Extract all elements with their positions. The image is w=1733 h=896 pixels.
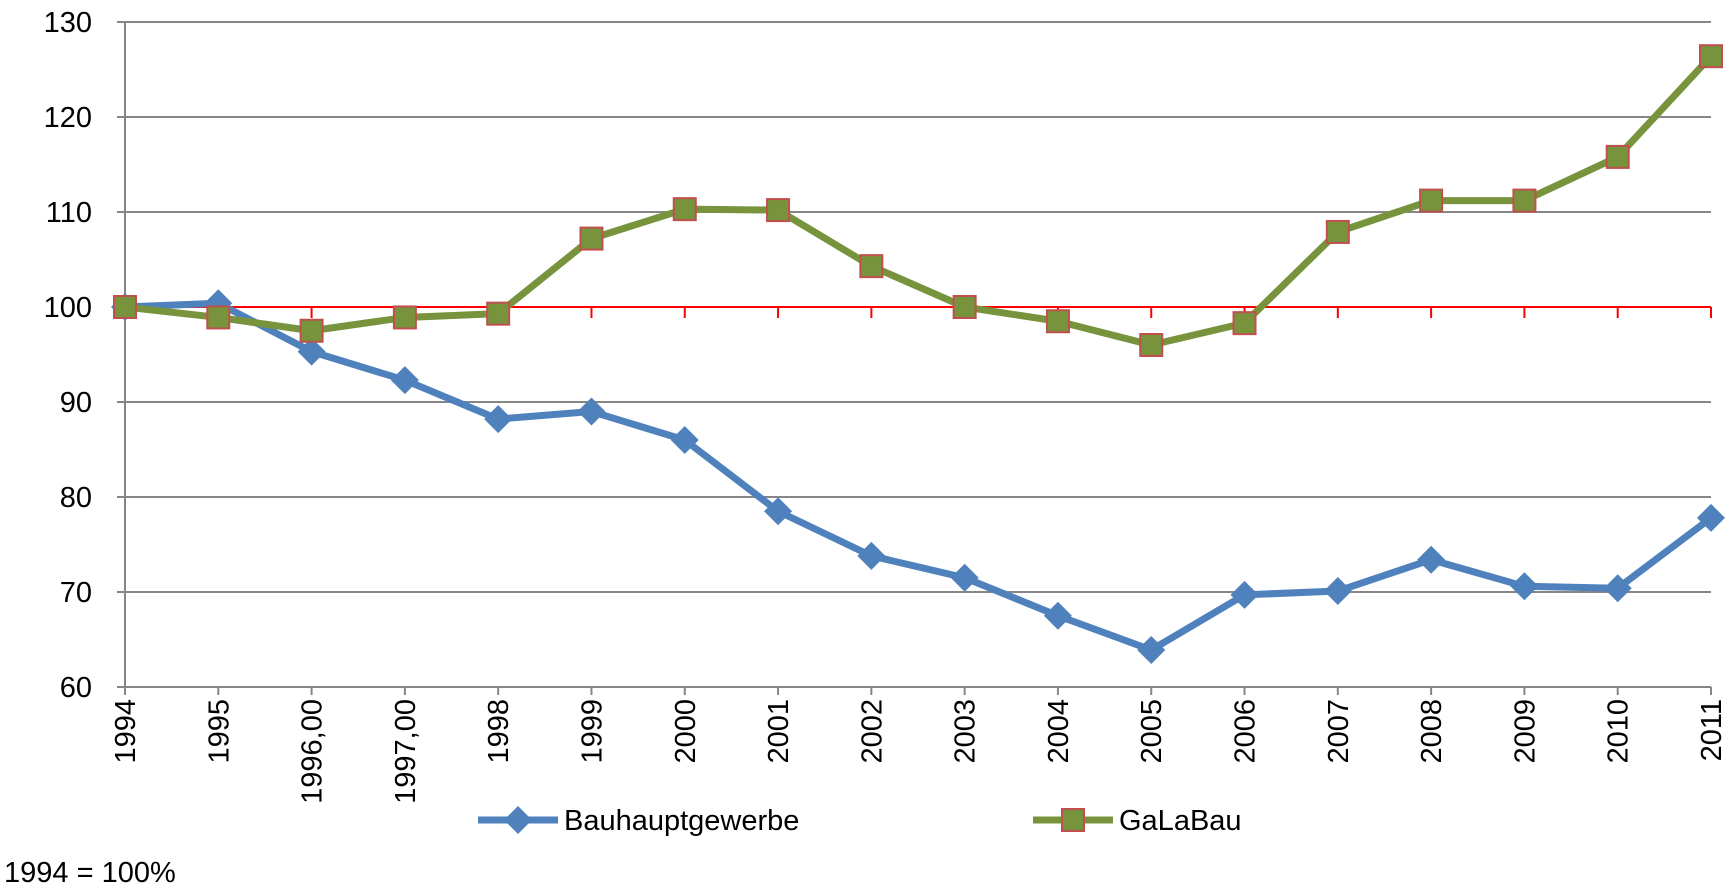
marker <box>390 366 419 395</box>
marker <box>1139 333 1164 357</box>
x-tick-label: 1999 <box>576 699 608 764</box>
x-tick-label: 2007 <box>1323 699 1355 764</box>
y-tick-label: 120 <box>44 102 92 134</box>
marker <box>1061 808 1085 832</box>
marker <box>504 806 532 834</box>
y-tick-label: 130 <box>44 7 92 39</box>
marker <box>950 563 979 592</box>
marker <box>1697 503 1725 532</box>
marker <box>1230 580 1259 609</box>
y-tick-label: 100 <box>44 292 92 324</box>
series-line <box>124 299 1714 654</box>
marker <box>1232 311 1257 336</box>
marker <box>577 397 606 426</box>
marker <box>1323 577 1352 606</box>
marker <box>486 301 511 326</box>
marker <box>484 405 513 434</box>
marker <box>1603 574 1632 603</box>
marker <box>1419 188 1444 213</box>
x-tick-label: 1996,00 <box>297 699 329 804</box>
x-tick-label: 2005 <box>1136 699 1168 764</box>
x-tick-label: 1995 <box>203 699 235 764</box>
x-tick-label: 1997,00 <box>390 699 422 804</box>
marker <box>952 295 977 319</box>
marker <box>764 497 793 526</box>
marker <box>670 426 699 454</box>
x-tick-label: 2008 <box>1416 699 1448 764</box>
marker <box>579 226 604 251</box>
x-tick-label: 2003 <box>950 699 982 764</box>
x-tick-label: 2002 <box>856 699 888 764</box>
marker <box>1699 44 1723 69</box>
y-tick-label: 60 <box>60 672 92 704</box>
marker <box>857 541 886 570</box>
x-tick-label: 2010 <box>1603 699 1635 764</box>
x-tick-label: 2004 <box>1043 699 1075 764</box>
marker <box>1325 219 1350 244</box>
marker <box>1510 572 1539 601</box>
x-tick-label: 2001 <box>763 699 795 764</box>
marker <box>392 305 417 330</box>
series-line <box>124 53 1714 349</box>
marker <box>859 254 884 279</box>
note: 1994 = 100% <box>4 857 176 889</box>
x-tick-label: 2011 <box>1696 699 1728 761</box>
x-tick-label: 1998 <box>483 699 515 764</box>
marker <box>1512 188 1537 213</box>
y-tick-label: 80 <box>60 482 92 514</box>
marker <box>1043 601 1072 630</box>
x-tick-label: 2000 <box>670 699 702 764</box>
marker <box>206 305 231 330</box>
marker <box>766 198 791 223</box>
marker <box>113 295 137 319</box>
legend-label: GaLaBau <box>1119 805 1242 837</box>
x-tick-label: 2006 <box>1230 699 1262 764</box>
marker <box>1417 545 1446 574</box>
y-tick-label: 110 <box>46 197 92 229</box>
marker <box>1137 635 1166 664</box>
marker <box>1045 309 1070 334</box>
legend-label: Bauhauptgewerbe <box>564 805 799 837</box>
marker <box>1605 144 1630 169</box>
marker <box>672 197 697 222</box>
x-tick-label: 2009 <box>1509 699 1541 764</box>
marker <box>299 318 324 343</box>
x-tick-label: 1994 <box>110 699 142 764</box>
marker <box>297 337 326 366</box>
y-tick-label: 90 <box>60 387 92 419</box>
y-tick-label: 70 <box>60 577 92 609</box>
